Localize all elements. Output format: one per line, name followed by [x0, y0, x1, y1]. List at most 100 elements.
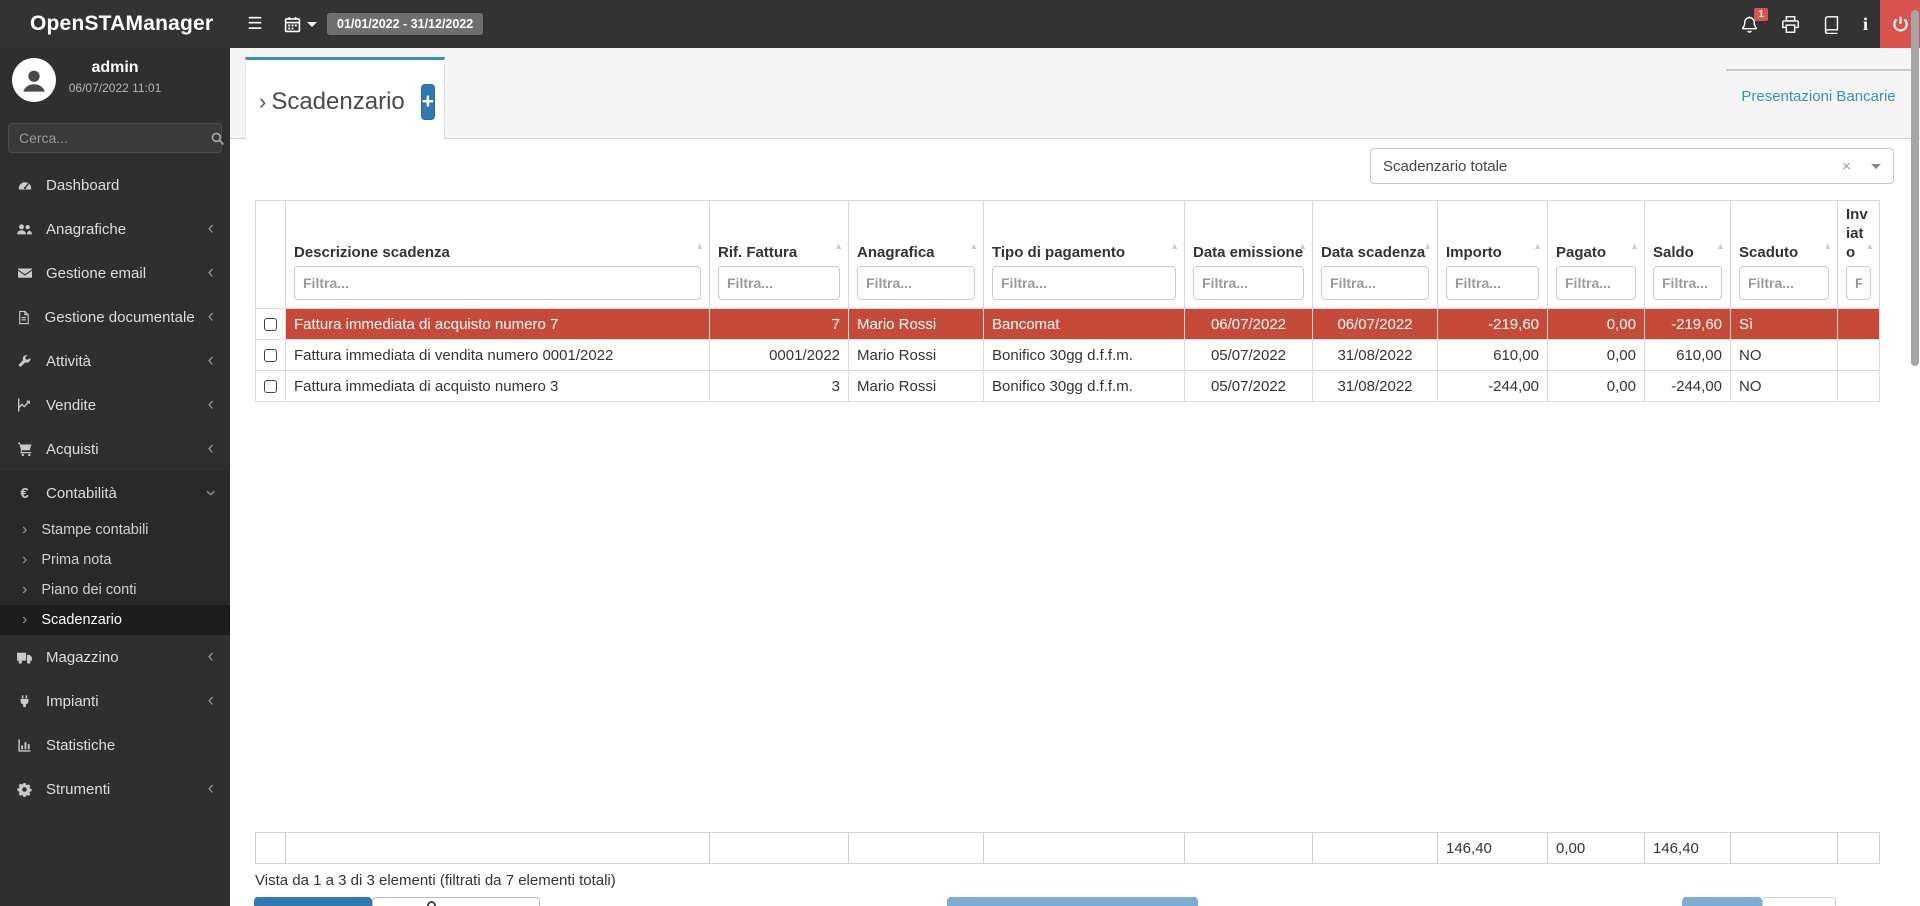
filter-tipo-input[interactable] [992, 266, 1176, 300]
sidebar-subitem-piano-dei-conti[interactable]: › Piano dei conti [22, 581, 137, 598]
clear-selection-icon[interactable]: × [1842, 157, 1851, 175]
sidebar-item-gestione-documentale[interactable]: Gestione documentale ‹ [0, 295, 230, 339]
sidebar-item-contabilita[interactable]: € Contabilità ‹ [0, 471, 230, 515]
scadenzario-filter-select[interactable]: Scadenzario totale × [1370, 148, 1894, 184]
header-tipo-pagamento[interactable]: Tipo di pagamento ▲ [983, 200, 1185, 309]
bell-icon [1740, 15, 1759, 34]
filter-saldo-input[interactable] [1653, 266, 1722, 300]
user-datetime: 06/07/2022 11:01 [68, 81, 162, 95]
vertical-scrollbar[interactable] [1911, 10, 1919, 366]
sort-icon: ▲ [695, 241, 704, 251]
header-anagrafica[interactable]: Anagrafica ▲ [848, 200, 984, 309]
filter-inviato-input[interactable] [1846, 266, 1871, 300]
filter-pagato-input[interactable] [1556, 266, 1636, 300]
chevron-right-icon: › [22, 581, 28, 598]
filter-emissione-input[interactable] [1193, 266, 1304, 300]
chevron-left-icon: ‹ [207, 218, 214, 239]
header-rif-fattura[interactable]: Rif. Fattura ▲ [709, 200, 849, 309]
header-descrizione[interactable]: Descrizione scadenza ▲ [285, 200, 710, 309]
user-name: admin [91, 59, 139, 76]
action-icon [427, 901, 436, 906]
chevron-right-icon: › [22, 521, 28, 538]
sidebar-item-anagrafiche[interactable]: Anagrafiche ‹ [0, 207, 230, 251]
table-row[interactable]: Fattura immediata di acquisto numero 3 3… [255, 370, 1880, 402]
sidebar-search [8, 123, 224, 153]
chevron-left-icon: ‹ [207, 262, 214, 283]
table-header-row: Descrizione scadenza▲ Rif. Fattura▲ Anag… [255, 200, 1880, 309]
main-content: › Scadenzario + Presentazioni Bancarie S… [230, 48, 1920, 906]
cart-icon [16, 441, 33, 457]
info-button[interactable]: i [1863, 14, 1868, 35]
print-button[interactable] [1781, 15, 1800, 34]
sidebar-subitem-stampe-contabili[interactable]: › Stampe contabili [22, 521, 149, 538]
period-range-badge[interactable]: 01/01/2022 - 31/12/2022 [327, 13, 484, 35]
sidebar-toggle-button[interactable]: ☰ [240, 0, 270, 48]
pagination-active-button[interactable] [1682, 897, 1762, 906]
chevron-left-icon: ‹ [207, 690, 214, 711]
filter-descrizione-input[interactable] [294, 266, 701, 300]
calendar-icon [284, 16, 301, 33]
sidebar-item-dashboard[interactable]: Dashboard [0, 163, 230, 207]
sort-icon: ▲ [1865, 241, 1874, 251]
filter-scadenza-input[interactable] [1321, 266, 1429, 300]
sidebar-item-acquisti[interactable]: Acquisti ‹ [0, 427, 230, 471]
sidebar-item-magazzino[interactable]: Magazzino ‹ [0, 635, 230, 679]
wrench-icon [16, 354, 33, 369]
gear-icon [16, 782, 33, 797]
search-icon[interactable] [210, 131, 234, 146]
row-checkbox[interactable] [264, 318, 277, 332]
sidebar-item-gestione-email[interactable]: Gestione email ‹ [0, 251, 230, 295]
users-icon [16, 221, 33, 238]
avatar[interactable] [12, 58, 56, 102]
page-title: Scadenzario [271, 88, 405, 115]
notifications-button[interactable]: 1 [1740, 7, 1768, 34]
header-scaduto[interactable]: Scaduto ▲ [1730, 200, 1838, 309]
topbar: OpenSTAManager ☰ 01/01/2022 - 31/12/2022… [0, 0, 1920, 48]
header-data-scadenza[interactable]: Data scadenza ▲ [1312, 200, 1438, 309]
sidebar-item-statistiche[interactable]: Statistiche [0, 723, 230, 767]
table-row[interactable]: Fattura immediata di vendita numero 0001… [255, 339, 1880, 371]
tab-band [230, 48, 1920, 139]
sidebar-subitem-scadenzario[interactable]: › Scadenzario [0, 605, 230, 635]
header-data-emissione[interactable]: Data emissione ▲ [1184, 200, 1313, 309]
totals-row: 146,40 0,00 146,40 [255, 832, 1880, 864]
chevron-left-icon: ‹ [207, 350, 214, 371]
add-record-button[interactable]: + [420, 84, 436, 120]
app-logo[interactable]: OpenSTAManager [30, 12, 214, 35]
euro-icon: € [20, 484, 29, 502]
bulk-action-button[interactable] [254, 897, 372, 906]
bar-chart-icon [16, 738, 33, 753]
sidebar-subitem-prima-nota[interactable]: › Prima nota [22, 551, 112, 568]
filter-rif-input[interactable] [718, 266, 840, 300]
tab-scadenzario[interactable]: › Scadenzario + [245, 57, 445, 140]
total-importo: 146,40 [1437, 832, 1548, 864]
docs-button[interactable] [1822, 15, 1841, 34]
filter-anagrafica-input[interactable] [857, 266, 975, 300]
sidebar-section-contabilita: € Contabilità ‹ › Stampe contabili › Pri… [0, 471, 230, 635]
table-row[interactable]: Fattura immediata di acquisto numero 7 7… [255, 308, 1880, 340]
header-importo[interactable]: Importo ▲ [1437, 200, 1548, 309]
secondary-action-button[interactable] [372, 897, 540, 906]
sidebar-item-strumenti[interactable]: Strumenti ‹ [0, 767, 230, 811]
center-action-button[interactable] [947, 897, 1198, 906]
user-panel: admin 06/07/2022 11:01 [0, 48, 230, 115]
header-pagato[interactable]: Pagato ▲ [1547, 200, 1645, 309]
hamburger-icon: ☰ [247, 14, 263, 33]
sort-icon: ▲ [1298, 241, 1307, 251]
contabilita-submenu: › Stampe contabili › Prima nota › Piano … [0, 515, 230, 635]
header-inviato[interactable]: Inviato ▲ [1837, 200, 1880, 309]
row-checkbox[interactable] [264, 349, 277, 363]
document-icon [16, 310, 32, 325]
period-picker-button[interactable] [284, 0, 317, 48]
chevron-left-icon: ‹ [207, 646, 214, 667]
filter-importo-input[interactable] [1446, 266, 1539, 300]
filter-scaduto-input[interactable] [1739, 266, 1829, 300]
header-saldo[interactable]: Saldo ▲ [1644, 200, 1731, 309]
row-checkbox[interactable] [264, 380, 277, 394]
search-input[interactable] [9, 130, 210, 146]
presentazioni-bancarie-link[interactable]: Presentazioni Bancarie [1741, 88, 1896, 105]
sidebar-item-vendite[interactable]: Vendite ‹ [0, 383, 230, 427]
sidebar-item-attivita[interactable]: Attività ‹ [0, 339, 230, 383]
sidebar-item-impianti[interactable]: Impianti ‹ [0, 679, 230, 723]
pagination-next-button[interactable] [1762, 897, 1836, 906]
